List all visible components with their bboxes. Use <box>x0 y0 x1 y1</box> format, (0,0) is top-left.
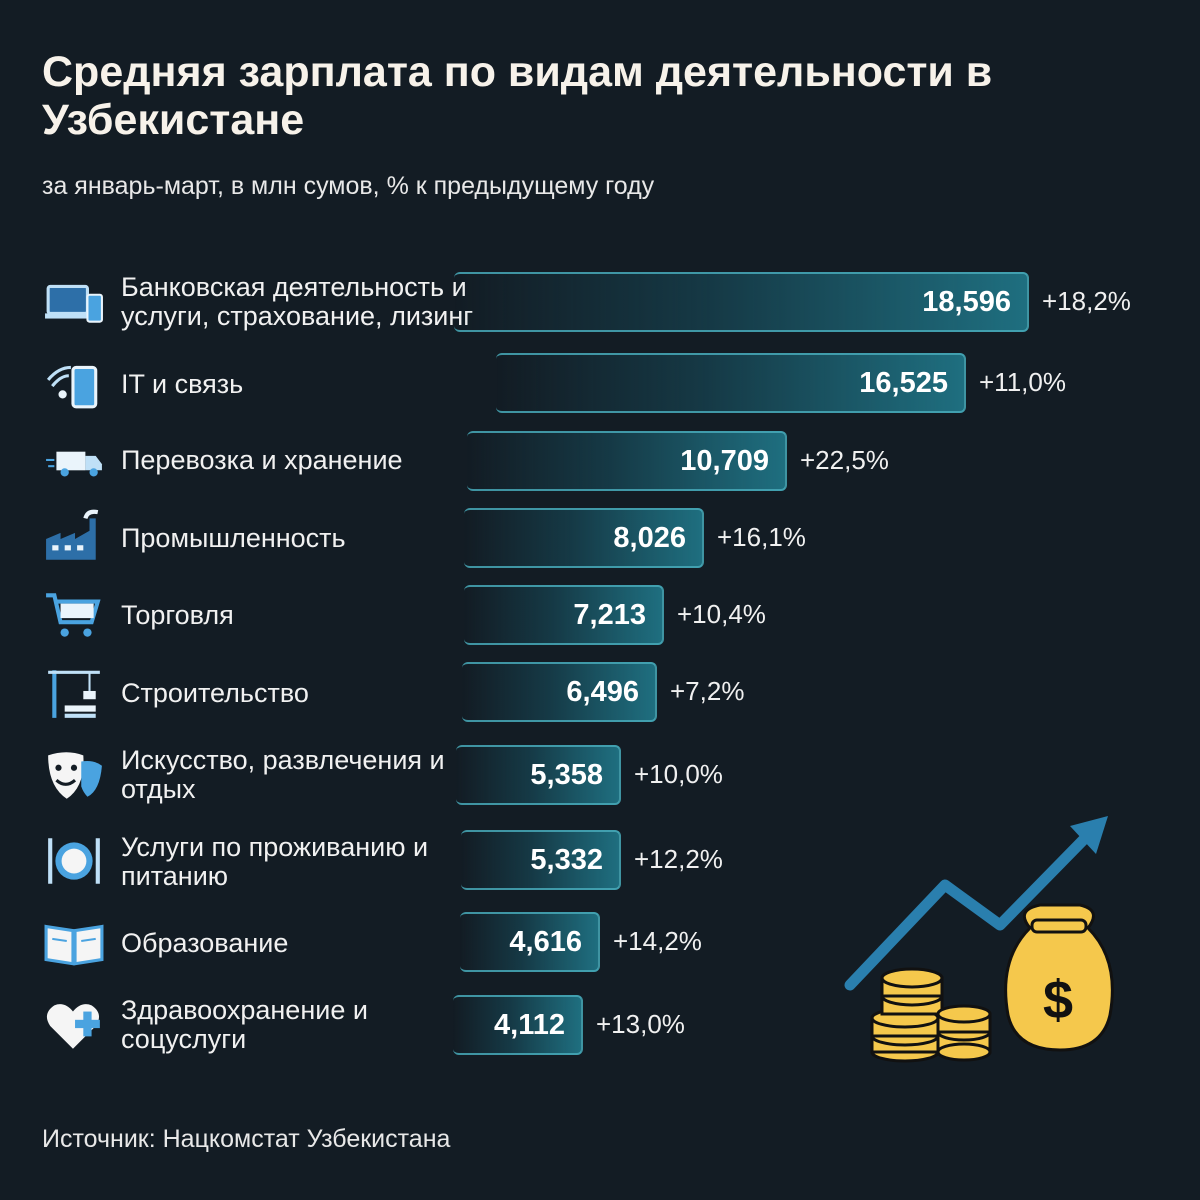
category-label: Здравоохранение и соцуслуги <box>121 995 368 1054</box>
page-title: Средняя зарплата по видам деятельности в… <box>42 48 993 144</box>
change-label: +22,5% <box>800 445 889 475</box>
svg-text:$: $ <box>1043 970 1073 1030</box>
bar-value-label: 6,496 <box>566 676 639 708</box>
bar-value-label: 5,332 <box>530 844 603 876</box>
change-label: +7,2% <box>670 676 745 706</box>
bar: 5,358 <box>456 745 621 805</box>
bar-value-label: 4,616 <box>509 926 582 958</box>
open-book-icon <box>44 912 104 972</box>
bar: 4,616 <box>460 912 600 972</box>
change-label: +11,0% <box>979 367 1066 397</box>
bar-value-label: 5,358 <box>530 759 603 791</box>
bar-value-label: 7,213 <box>573 599 646 631</box>
chart-row: Здравоохранение и соцуслуги 4,112 +13,0% <box>0 995 1200 1055</box>
money-growth-icon: $ <box>844 816 1114 1063</box>
bar: 5,332 <box>461 830 621 890</box>
change-label: +10,0% <box>634 759 723 789</box>
change-label: +10,4% <box>677 599 766 629</box>
change-label: +12,2% <box>634 844 723 874</box>
bar: 6,496 <box>462 662 657 722</box>
bar-value-label: 4,112 <box>494 1009 565 1041</box>
crane-icon <box>44 662 104 722</box>
change-label: +13,0% <box>596 1009 685 1039</box>
cart-icon <box>44 585 104 645</box>
bar-value-label: 18,596 <box>922 286 1011 318</box>
heart-cross-icon <box>44 995 104 1055</box>
chart-row: Строительство 6,496 +7,2% <box>0 662 1200 722</box>
bar: 8,026 <box>464 508 704 568</box>
change-label: +16,1% <box>717 522 806 552</box>
category-label: Образование <box>121 928 289 958</box>
category-label: Банковская деятельность и услуги, страхо… <box>121 272 474 331</box>
bar: 4,112 <box>453 995 583 1055</box>
bar: 16,525 <box>496 353 966 413</box>
source-note: Источник: Нацкомстат Узбекистана <box>42 1125 451 1153</box>
chart-row: Торговля 7,213 +10,4% <box>0 585 1200 645</box>
chart-row: Банковская деятельность и услуги, страхо… <box>0 272 1200 332</box>
change-label: +18,2% <box>1042 286 1131 316</box>
bar-value-label: 8,026 <box>613 522 686 554</box>
bar-value-label: 16,525 <box>859 367 948 399</box>
change-label: +14,2% <box>613 926 702 956</box>
bar: 7,213 <box>464 585 664 645</box>
plate-cutlery-icon <box>44 830 104 890</box>
chart-row: Искусство, развлечения и отдых 5,358 +10,0… <box>0 745 1200 805</box>
category-label: Промышленность <box>121 523 346 553</box>
category-label: Строительство <box>121 678 309 708</box>
category-label: Услуги по проживанию и питанию <box>121 832 429 891</box>
laptop-phone-icon <box>44 272 104 332</box>
category-label: Перевозка и хранение <box>121 445 403 475</box>
truck-icon <box>44 431 104 491</box>
category-label: Торговля <box>121 600 234 630</box>
bar: 18,596 <box>454 272 1029 332</box>
chart-row: Образование 4,616 +14,2% <box>0 912 1200 972</box>
chart-row: Промышленность 8,026 +16,1% <box>0 508 1200 568</box>
chart-row: IT и связь 16,525 +11,0% <box>0 353 1200 413</box>
factory-icon <box>44 508 104 568</box>
wifi-phone-icon <box>44 353 104 413</box>
bar: 10,709 <box>467 431 787 491</box>
bar-value-label: 10,709 <box>680 445 769 477</box>
category-label: Искусство, развлечения и отдых <box>121 745 445 804</box>
category-label: IT и связь <box>121 369 244 399</box>
page-subtitle: за январь-март, в млн сумов, % к предыду… <box>42 172 655 200</box>
theater-masks-icon <box>44 745 104 805</box>
chart-row: Перевозка и хранение 10,709 +22,5% <box>0 431 1200 491</box>
chart-row: Услуги по проживанию и питанию 5,332 +12,2… <box>0 830 1200 891</box>
